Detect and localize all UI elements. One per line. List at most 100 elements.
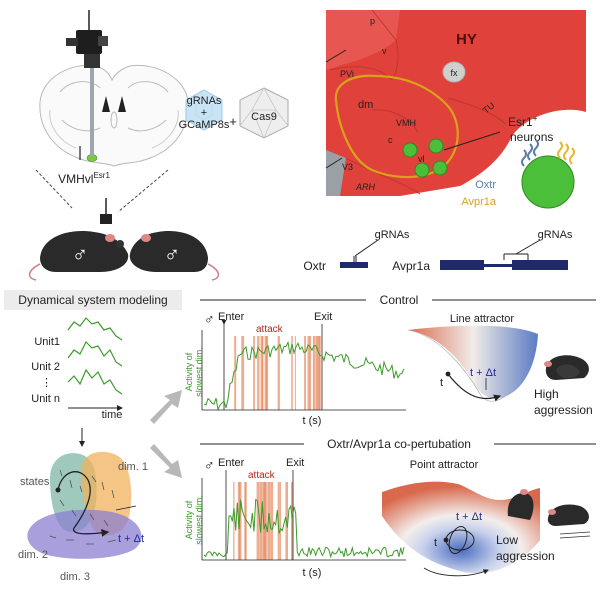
- attack-bar: [233, 482, 235, 560]
- dashed-guide-right: [117, 169, 169, 213]
- unit-label-dots: ⋮: [41, 377, 52, 389]
- attack-bar: [294, 336, 296, 410]
- dim-2-label: dim. 2: [18, 549, 48, 561]
- male-symbol-right: ♂: [164, 242, 181, 267]
- unit-label-2: Unit 2: [31, 361, 60, 373]
- perturb-enter: Enter: [218, 457, 245, 469]
- gene-avpr1a-label: Avpr1a: [392, 259, 430, 273]
- modeling-title: Dynamical system modeling: [18, 293, 167, 307]
- virus-plus: +: [201, 107, 207, 119]
- arrow-to-control: [150, 390, 182, 424]
- control-ylabel-1: Activity of: [184, 352, 194, 391]
- virus-hexagon: [185, 89, 223, 131]
- perturb-exit: Exit: [286, 457, 304, 469]
- male-symbol-left: ♂: [72, 242, 89, 267]
- attack-bar: [309, 336, 312, 410]
- gene-avpr1a-grnas: gRNAs: [538, 229, 573, 241]
- region-fx: fx: [450, 68, 458, 78]
- neurons-label-2: neurons: [510, 130, 553, 144]
- region-arh: ARH: [355, 182, 376, 192]
- attack-bar: [316, 336, 318, 410]
- plus-sign: +: [229, 114, 237, 129]
- attack-bar: [307, 336, 311, 410]
- dim-1-label: dim. 1: [118, 461, 148, 473]
- attack-bar: [264, 336, 268, 410]
- point-attractor-title: Point attractor: [410, 459, 479, 471]
- state-space: [27, 451, 142, 559]
- perturb-ylabel-2: slowest dim.: [194, 495, 204, 545]
- perturb-activity-trace: [203, 498, 405, 559]
- mouse-left: [28, 198, 129, 281]
- perturb-t-label: t: [434, 537, 437, 549]
- dim-3-label: dim. 3: [60, 571, 90, 583]
- mice-separated: [507, 489, 591, 539]
- control-activity-trace: [203, 340, 405, 411]
- target-region-label: VMHvlEsr1: [58, 171, 110, 186]
- control-dt-label: t + Δt: [470, 367, 496, 379]
- region-dm: dm: [358, 99, 373, 111]
- dt-label-modeling: t + Δt: [118, 533, 144, 545]
- optic-fiber: [66, 10, 108, 156]
- oxtr-gene: [340, 239, 379, 268]
- perturb-dt-label: t + Δt: [456, 511, 482, 523]
- neuron-receptor-cell: [521, 139, 575, 209]
- high-aggression-1: High: [534, 387, 559, 401]
- low-aggression-2: aggression: [496, 549, 555, 563]
- region-c: c: [388, 135, 393, 145]
- control-attack-label: attack: [256, 324, 284, 335]
- high-aggression-2: aggression: [534, 403, 593, 417]
- attack-bar: [270, 482, 274, 560]
- region-pvi: PVi: [340, 69, 354, 79]
- attack-bar: [279, 482, 281, 560]
- control-t-label: t: [440, 377, 443, 389]
- region-p: p: [370, 16, 375, 26]
- neurons-label: Esr1+: [508, 114, 538, 129]
- attack-bar: [234, 336, 237, 410]
- control-enter: Enter: [218, 311, 245, 323]
- point-attractor-landscape: [382, 481, 540, 577]
- region-v: v: [382, 46, 387, 56]
- region-v3: V3: [342, 162, 353, 172]
- virus-grnas: gRNAs: [187, 95, 222, 107]
- control-exit: Exit: [314, 311, 332, 323]
- cas9-icosahedron: [239, 87, 289, 140]
- gene-oxtr-label: Oxtr: [303, 259, 326, 273]
- control-title: Control: [380, 293, 419, 307]
- unit-traces: [67, 317, 123, 411]
- attack-bar: [244, 482, 247, 560]
- attack-bar: [241, 336, 245, 410]
- line-attractor-title: Line attractor: [450, 313, 515, 325]
- modeling-title-box: [4, 290, 182, 310]
- unit-label-n: Unit n: [31, 393, 60, 405]
- control-ylabel-2: slowest dim.: [194, 347, 204, 397]
- control-xlabel: t (s): [303, 415, 322, 427]
- mouse-right: [129, 231, 220, 281]
- avpr1a-gene: [440, 239, 568, 270]
- perturb-xlabel: t (s): [303, 567, 322, 579]
- unit-label-1: Unit1: [34, 336, 60, 348]
- region-hy: HY: [456, 31, 477, 48]
- control-male-symbol: ♂: [204, 311, 215, 327]
- attack-bar: [312, 336, 316, 410]
- attack-bar: [260, 336, 264, 410]
- states-label: states: [20, 476, 50, 488]
- time-label: time: [102, 409, 123, 421]
- perturb-male-symbol: ♂: [204, 457, 215, 473]
- attack-bar: [253, 336, 255, 410]
- attack-bar: [317, 336, 321, 410]
- attack-bar: [256, 482, 260, 560]
- receptor-avpr1a: Avpr1a: [461, 196, 497, 208]
- perturb-attack-label: attack: [248, 470, 276, 481]
- mice-fighting: [544, 355, 589, 380]
- brain-section: [39, 64, 189, 167]
- perturb-ylabel-1: Activity of: [184, 500, 194, 539]
- virus-gcamp: GCaMP8s: [179, 119, 230, 131]
- line-attractor-landscape: [407, 325, 538, 402]
- attack-bar: [239, 482, 242, 560]
- attack-bar: [277, 336, 280, 410]
- arrow-to-perturb: [150, 444, 182, 478]
- attack-bar: [257, 336, 260, 410]
- receptor-oxtr: Oxtr: [475, 179, 496, 191]
- attack-bar: [304, 336, 306, 410]
- cas9-label: Cas9: [251, 111, 277, 123]
